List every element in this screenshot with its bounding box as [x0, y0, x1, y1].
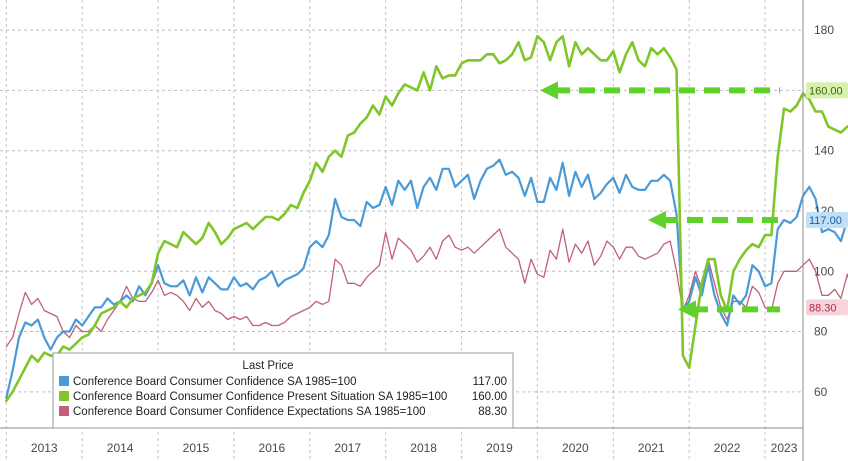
arrow-annotation-present-situation: [540, 81, 780, 100]
arrow-head: [678, 300, 696, 319]
legend-series-name: Conference Board Consumer Confidence SA …: [73, 376, 357, 388]
legend-series-value: 160.00: [472, 391, 507, 403]
legend-box: [52, 352, 514, 429]
y-tick-label: 100: [814, 264, 834, 278]
arrow-annotation-expectations: [678, 300, 780, 319]
legend-entry-expectations: Conference Board Consumer Confidence Exp…: [59, 406, 507, 418]
legend-swatch: [59, 391, 69, 401]
x-tick-label: 2013: [31, 441, 58, 455]
legend-series-value: 117.00: [473, 376, 507, 388]
x-tick-label: 2016: [259, 441, 286, 455]
y-tick-label: 140: [814, 144, 834, 158]
legend-title: Last Price: [242, 360, 293, 372]
tag-background: [806, 299, 848, 316]
y-tick-label: 180: [814, 23, 834, 37]
x-tick-label: 2020: [562, 441, 589, 455]
tag-value: 117.00: [809, 215, 842, 227]
tag-background: [806, 212, 848, 229]
series-line-composite: [5, 158, 848, 399]
arrow-annotation-composite: [648, 211, 780, 230]
legend-entry-present-situation: Conference Board Consumer Confidence Pre…: [59, 391, 507, 403]
arrow-head: [648, 211, 666, 230]
tag-background: [806, 82, 848, 99]
x-tick-label: 2022: [714, 441, 741, 455]
tag-value: 160.00: [809, 85, 843, 97]
tag-value: 88.30: [809, 302, 837, 314]
arrow-head: [540, 81, 558, 100]
legend-entry-composite: Conference Board Consumer Confidence SA …: [59, 376, 507, 388]
last-price-tag-composite: 117.00: [806, 212, 848, 229]
y-tick-label: 80: [814, 325, 828, 339]
last-price-tag-present-situation: 160.00: [806, 82, 848, 99]
legend-series-name: Conference Board Consumer Confidence Exp…: [73, 406, 426, 418]
x-tick-label: 2023: [771, 441, 798, 455]
legend: Last Price Conference Board Consumer Conf…: [52, 352, 514, 429]
x-tick-label: 2017: [334, 441, 361, 455]
legend-swatch: [59, 376, 69, 386]
x-tick-label: 2021: [638, 441, 665, 455]
x-tick-label: 2018: [410, 441, 437, 455]
series-line-present-situation: [5, 34, 848, 403]
y-tick-label: 60: [814, 385, 828, 399]
series-lines: [5, 34, 848, 403]
x-tick-label: 2014: [107, 441, 134, 455]
legend-series-name: Conference Board Consumer Confidence Pre…: [73, 391, 447, 403]
legend-series-value: 88.30: [478, 406, 507, 418]
series-line-expectations: [5, 228, 848, 348]
legend-swatch: [59, 406, 69, 416]
last-price-tag-expectations: 88.30: [806, 299, 848, 316]
annotation-arrows: [540, 81, 780, 319]
x-tick-label: 2015: [183, 441, 210, 455]
last-price-tags: 117.00 160.00 88.30: [806, 82, 848, 316]
x-tick-label: 2019: [486, 441, 513, 455]
